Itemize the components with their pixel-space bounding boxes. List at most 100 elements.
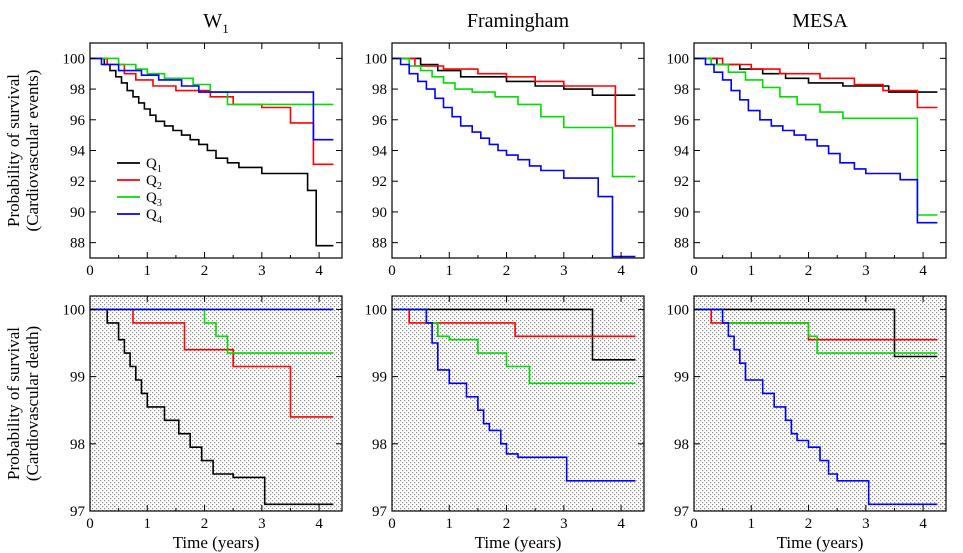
y-tick-label: 96 bbox=[70, 113, 86, 129]
series-q1-line-r1c2 bbox=[694, 308, 938, 358]
column-title: Framingham bbox=[467, 10, 570, 32]
x-tick-label: 2 bbox=[503, 263, 511, 279]
x-tick-label: 0 bbox=[86, 263, 94, 279]
y-tick-label: 92 bbox=[674, 174, 689, 190]
y-tick-label: 88 bbox=[70, 236, 85, 252]
plot-area-r1c1 bbox=[392, 296, 644, 511]
series-q4-line-r0c0 bbox=[90, 57, 334, 141]
legend-label-base: Q bbox=[146, 173, 157, 189]
x-tick-label: 2 bbox=[201, 516, 209, 532]
series-q4-line-r1c1 bbox=[392, 308, 636, 482]
y-tick-label: 94 bbox=[372, 144, 388, 160]
y-tick-label: 90 bbox=[70, 205, 85, 221]
x-tick-label: 1 bbox=[144, 263, 152, 279]
x-tick-label: 1 bbox=[144, 516, 152, 532]
x-tick-label: 1 bbox=[446, 263, 454, 279]
x-tick-label: 1 bbox=[748, 516, 756, 532]
column-title: MESA bbox=[792, 10, 848, 32]
y-tick-label: 100 bbox=[63, 302, 86, 318]
y-tick-label: 88 bbox=[372, 236, 387, 252]
x-axis-title: Time (years) bbox=[173, 533, 260, 552]
x-tick-label: 3 bbox=[560, 263, 568, 279]
y-axis-title-line1: Probability of survival bbox=[4, 74, 23, 227]
legend-label-subscript: 3 bbox=[157, 198, 162, 209]
column-title-subscript: 1 bbox=[222, 21, 229, 36]
legend-label-base: Q bbox=[146, 190, 157, 206]
series-q4-line-r0c1 bbox=[392, 57, 636, 258]
x-tick-label: 4 bbox=[617, 516, 625, 532]
column-title-text: MESA bbox=[792, 10, 848, 32]
y-tick-label: 100 bbox=[365, 51, 388, 67]
y-tick-label: 98 bbox=[70, 437, 85, 453]
y-tick-label: 98 bbox=[674, 82, 689, 98]
x-tick-label: 2 bbox=[805, 263, 813, 279]
legend-label-base: Q bbox=[146, 207, 157, 223]
plot-frame-r1c2 bbox=[693, 295, 947, 512]
series-q1-line-r1c1 bbox=[392, 308, 636, 361]
plot-frame-r1c0 bbox=[89, 295, 343, 512]
legend-label-subscript: 4 bbox=[157, 215, 162, 226]
x-tick-label: 4 bbox=[315, 516, 323, 532]
x-tick-label: 2 bbox=[201, 263, 209, 279]
x-tick-label: 3 bbox=[560, 516, 568, 532]
legend-label: Q2 bbox=[146, 173, 162, 192]
legend-label: Q4 bbox=[146, 207, 162, 226]
y-tick-label: 100 bbox=[667, 51, 690, 67]
y-tick-label: 88 bbox=[674, 236, 689, 252]
x-axis-title: Time (years) bbox=[777, 533, 864, 552]
x-axis-title: Time (years) bbox=[475, 533, 562, 552]
y-tick-label: 98 bbox=[372, 82, 387, 98]
series-q2-line-r0c0 bbox=[90, 57, 334, 166]
y-tick-label: 90 bbox=[372, 205, 387, 221]
x-tick-label: 4 bbox=[919, 516, 927, 532]
x-tick-label: 3 bbox=[862, 263, 870, 279]
x-tick-label: 2 bbox=[805, 516, 813, 532]
x-tick-label: 0 bbox=[690, 516, 698, 532]
y-tick-label: 96 bbox=[674, 113, 690, 129]
y-tick-label: 99 bbox=[674, 370, 689, 386]
y-tick-label: 100 bbox=[63, 51, 86, 67]
x-tick-label: 3 bbox=[258, 263, 266, 279]
x-tick-label: 1 bbox=[748, 263, 756, 279]
y-tick-label: 90 bbox=[674, 205, 689, 221]
plot-frame-r1c1 bbox=[391, 295, 645, 512]
y-axis-title-group: Probability of survival (Cardiovascular e… bbox=[4, 70, 42, 232]
x-tick-label: 3 bbox=[258, 516, 266, 532]
y-tick-label: 98 bbox=[372, 437, 387, 453]
x-tick-label: 0 bbox=[388, 516, 396, 532]
legend-label-subscript: 2 bbox=[157, 181, 162, 192]
x-tick-label: 3 bbox=[862, 516, 870, 532]
y-tick-label: 100 bbox=[365, 302, 388, 318]
y-axis-title-group: Probability of survival (Cardiovascular d… bbox=[4, 326, 42, 481]
y-tick-label: 99 bbox=[372, 370, 387, 386]
y-tick-label: 99 bbox=[70, 370, 85, 386]
y-tick-label: 92 bbox=[372, 174, 387, 190]
y-axis-title-line2: (Cardiovascular events) bbox=[23, 70, 42, 232]
legend-label: Q1 bbox=[146, 156, 162, 175]
series-q3-line-r0c2 bbox=[694, 57, 938, 216]
series-q4-line-r1c2 bbox=[694, 308, 938, 506]
y-tick-label: 96 bbox=[372, 113, 388, 129]
x-tick-label: 4 bbox=[919, 263, 927, 279]
column-title-text: Framingham bbox=[467, 10, 570, 32]
x-tick-label: 1 bbox=[446, 516, 454, 532]
legend-label: Q3 bbox=[146, 190, 162, 209]
series-q1-line-r1c0 bbox=[90, 308, 334, 506]
y-tick-label: 94 bbox=[70, 144, 86, 160]
x-tick-label: 4 bbox=[617, 263, 625, 279]
y-tick-label: 98 bbox=[674, 437, 689, 453]
column-title: W1 bbox=[203, 10, 228, 36]
plot-area-r0c1 bbox=[392, 43, 644, 258]
plot-area-r1c2 bbox=[694, 296, 946, 511]
y-tick-label: 94 bbox=[674, 144, 690, 160]
x-tick-label: 0 bbox=[86, 516, 94, 532]
y-axis-title-line1: Probability of survival bbox=[4, 327, 23, 480]
series-q4-line-r0c2 bbox=[694, 57, 938, 224]
series-q1-line-r0c1 bbox=[392, 57, 636, 96]
legend-label-subscript: 1 bbox=[157, 164, 162, 175]
series-q1-line-r0c0 bbox=[90, 57, 334, 247]
legend-label-base: Q bbox=[146, 156, 157, 172]
x-tick-label: 2 bbox=[503, 516, 511, 532]
